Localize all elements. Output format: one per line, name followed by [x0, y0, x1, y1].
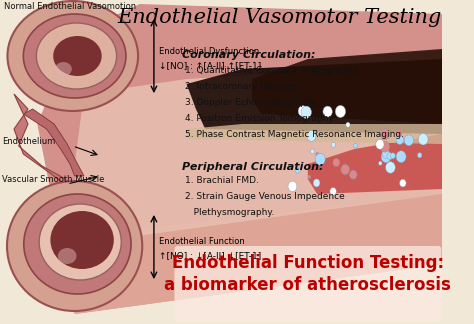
- Ellipse shape: [316, 153, 319, 156]
- Ellipse shape: [23, 14, 126, 98]
- Text: Plethysmography.: Plethysmography.: [185, 208, 274, 217]
- Text: 5. Phase Contrast Magnetic Resonance Imaging.: 5. Phase Contrast Magnetic Resonance Ima…: [185, 130, 404, 139]
- Text: Endothelial Vasomotor Testing: Endothelial Vasomotor Testing: [118, 8, 442, 27]
- Ellipse shape: [7, 181, 142, 311]
- Ellipse shape: [385, 162, 395, 173]
- Polygon shape: [14, 94, 74, 194]
- Text: a biomarker of atherosclerosis: a biomarker of atherosclerosis: [164, 276, 451, 294]
- Ellipse shape: [55, 62, 72, 76]
- Ellipse shape: [331, 142, 336, 147]
- Ellipse shape: [396, 129, 402, 137]
- Ellipse shape: [396, 136, 403, 145]
- Ellipse shape: [396, 151, 406, 163]
- Ellipse shape: [308, 175, 311, 179]
- Polygon shape: [37, 4, 442, 314]
- Text: 3. Doppler Echocardiography.: 3. Doppler Echocardiography.: [185, 98, 319, 107]
- Text: Peripheral Circulation:: Peripheral Circulation:: [182, 162, 323, 172]
- Ellipse shape: [335, 105, 346, 118]
- Ellipse shape: [58, 248, 76, 264]
- Ellipse shape: [298, 106, 308, 117]
- Ellipse shape: [24, 194, 131, 294]
- Polygon shape: [74, 194, 442, 314]
- Text: Endothelial Function Testing:: Endothelial Function Testing:: [172, 254, 444, 272]
- Ellipse shape: [418, 153, 422, 158]
- Ellipse shape: [379, 161, 382, 165]
- Text: ↑[NO] : ↓[A-II] ↓[ET-1]: ↑[NO] : ↓[A-II] ↓[ET-1]: [159, 251, 261, 260]
- Ellipse shape: [404, 135, 413, 146]
- Ellipse shape: [50, 211, 114, 269]
- Ellipse shape: [53, 36, 102, 76]
- Ellipse shape: [295, 167, 300, 173]
- Ellipse shape: [349, 170, 357, 179]
- Ellipse shape: [400, 179, 406, 187]
- Ellipse shape: [376, 140, 384, 149]
- Text: 2. Intracoronary Doppler.: 2. Intracoronary Doppler.: [185, 82, 298, 91]
- Ellipse shape: [346, 122, 350, 127]
- FancyBboxPatch shape: [174, 246, 441, 322]
- Ellipse shape: [354, 143, 357, 148]
- Text: 2. Strain Gauge Venous Impedence: 2. Strain Gauge Venous Impedence: [185, 192, 345, 201]
- Ellipse shape: [36, 23, 117, 89]
- Text: 4. Positron Emission Tomography.: 4. Positron Emission Tomography.: [185, 114, 335, 123]
- Ellipse shape: [39, 204, 121, 280]
- Ellipse shape: [341, 165, 349, 175]
- Ellipse shape: [310, 149, 315, 154]
- Text: Vascular Smooth Muscle: Vascular Smooth Muscle: [2, 176, 104, 184]
- Text: Endothelial Function: Endothelial Function: [159, 237, 244, 247]
- Text: 1. Brachial FMD.: 1. Brachial FMD.: [185, 176, 259, 185]
- Ellipse shape: [381, 129, 390, 140]
- Ellipse shape: [323, 106, 332, 117]
- Polygon shape: [187, 59, 442, 134]
- Ellipse shape: [315, 153, 325, 165]
- Polygon shape: [187, 124, 442, 144]
- Polygon shape: [252, 49, 442, 124]
- Text: Endothelial Dysfunction: Endothelial Dysfunction: [159, 48, 259, 56]
- Ellipse shape: [307, 131, 316, 141]
- Ellipse shape: [390, 153, 395, 159]
- Text: Coronary Circulation:: Coronary Circulation:: [182, 50, 315, 60]
- Ellipse shape: [380, 141, 390, 152]
- Text: 1. Quantitative Coronary Angiography.: 1. Quantitative Coronary Angiography.: [185, 66, 359, 75]
- Ellipse shape: [387, 153, 393, 160]
- Text: ↓[NO] : ↑[A-II] ↑[ET-1]: ↓[NO] : ↑[A-II] ↑[ET-1]: [159, 62, 261, 71]
- Ellipse shape: [381, 151, 391, 163]
- Ellipse shape: [301, 106, 311, 118]
- Ellipse shape: [333, 158, 340, 167]
- Ellipse shape: [8, 1, 138, 111]
- Ellipse shape: [288, 181, 297, 191]
- Text: Endothelium: Endothelium: [2, 137, 55, 146]
- Polygon shape: [74, 14, 442, 84]
- Ellipse shape: [382, 149, 390, 158]
- Ellipse shape: [330, 188, 337, 195]
- Ellipse shape: [419, 133, 428, 145]
- Text: Normal Endothelial Vasomotion: Normal Endothelial Vasomotion: [4, 2, 136, 11]
- Ellipse shape: [313, 179, 320, 187]
- Polygon shape: [74, 64, 442, 244]
- Polygon shape: [308, 134, 442, 194]
- Polygon shape: [23, 109, 84, 176]
